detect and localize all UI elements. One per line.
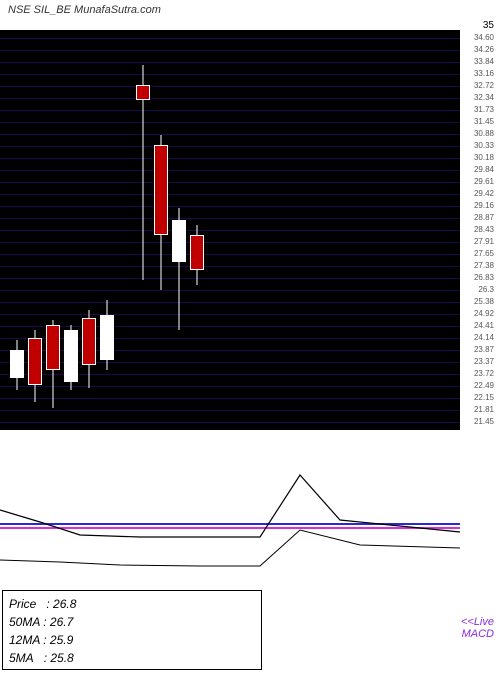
- ma12-value: 25.9: [50, 633, 73, 647]
- candle-body: [190, 235, 204, 270]
- live-macd-label: <<Live MACD: [461, 616, 494, 640]
- y-axis-label: 30.33: [474, 142, 494, 150]
- ma5-label: 5MA: [9, 651, 34, 665]
- y-axis-label: 27.38: [474, 262, 494, 270]
- candle: [136, 30, 150, 430]
- y-axis-label: 29.16: [474, 202, 494, 210]
- y-axis-label: 22.15: [474, 394, 494, 402]
- candle: [154, 30, 168, 430]
- y-axis-label: 34.26: [474, 46, 494, 54]
- ma12-label: 12MA: [9, 633, 40, 647]
- y-axis-label: 24.41: [474, 322, 494, 330]
- y-axis-label: 28.43: [474, 226, 494, 234]
- candle-body: [172, 220, 186, 262]
- y-axis-label: 23.87: [474, 346, 494, 354]
- y-axis-label: 24.92: [474, 310, 494, 318]
- y-axis-label: 27.91: [474, 238, 494, 246]
- y-axis-label: 21.81: [474, 406, 494, 414]
- candle-body: [82, 318, 96, 365]
- y-axis-label: 29.84: [474, 166, 494, 174]
- candle: [10, 30, 24, 430]
- ma50-value: 26.7: [50, 615, 73, 629]
- y-axis-label: 23.37: [474, 358, 494, 366]
- candle: [46, 30, 60, 430]
- y-axis-label: 31.45: [474, 118, 494, 126]
- candle: [82, 30, 96, 430]
- candle-body: [10, 350, 24, 378]
- live-line2: MACD: [462, 628, 494, 640]
- y-axis-label: 33.16: [474, 70, 494, 78]
- y-axis-label: 22.49: [474, 382, 494, 390]
- price-row: Price : 26.8: [9, 595, 255, 613]
- candle-body: [154, 145, 168, 235]
- y-axis-label: 28.87: [474, 214, 494, 222]
- y-axis-label: 32.72: [474, 82, 494, 90]
- ma5-value: 25.8: [50, 651, 73, 665]
- y-axis-label: 30.18: [474, 154, 494, 162]
- candle: [172, 30, 186, 430]
- y-axis-label: 32.34: [474, 94, 494, 102]
- y-axis-label: 27.65: [474, 250, 494, 258]
- y-axis-label: 21.45: [474, 418, 494, 426]
- candle: [100, 30, 114, 430]
- candle: [190, 30, 204, 430]
- candle-body: [136, 85, 150, 100]
- y-axis-label: 23.72: [474, 370, 494, 378]
- info-box: Price : 26.8 50MA : 26.7 12MA : 25.9 5MA…: [2, 590, 262, 670]
- candle-body: [46, 325, 60, 370]
- ma50-row: 50MA : 26.7: [9, 613, 255, 631]
- chart-title: NSE SIL_BE MunafaSutra.com: [8, 4, 161, 16]
- price-label: Price: [9, 597, 36, 611]
- live-line1: <<Live: [461, 616, 494, 628]
- ma5-row: 5MA : 25.8: [9, 649, 255, 667]
- macd-signal-line: [0, 440, 500, 590]
- candle-body: [64, 330, 78, 382]
- y-axis-label: 31.73: [474, 106, 494, 114]
- y-axis-label: 26.3: [478, 286, 494, 294]
- candle: [64, 30, 78, 430]
- y-axis-label: 30.88: [474, 130, 494, 138]
- candle-body: [28, 338, 42, 385]
- macd-chart: [0, 440, 500, 590]
- y-axis-label: 29.42: [474, 190, 494, 198]
- price-chart: [0, 30, 460, 430]
- ma50-label: 50MA: [9, 615, 40, 629]
- y-axis-label: 34.60: [474, 34, 494, 42]
- y-axis-label: 24.14: [474, 334, 494, 342]
- candle: [28, 30, 42, 430]
- y-axis-label: 29.61: [474, 178, 494, 186]
- y-axis-top-label: 35: [483, 20, 494, 31]
- y-axis-label: 33.84: [474, 58, 494, 66]
- ma12-row: 12MA : 25.9: [9, 631, 255, 649]
- y-axis-label: 25.38: [474, 298, 494, 306]
- price-value: 26.8: [53, 597, 76, 611]
- candle-body: [100, 315, 114, 360]
- y-axis-label: 26.83: [474, 274, 494, 282]
